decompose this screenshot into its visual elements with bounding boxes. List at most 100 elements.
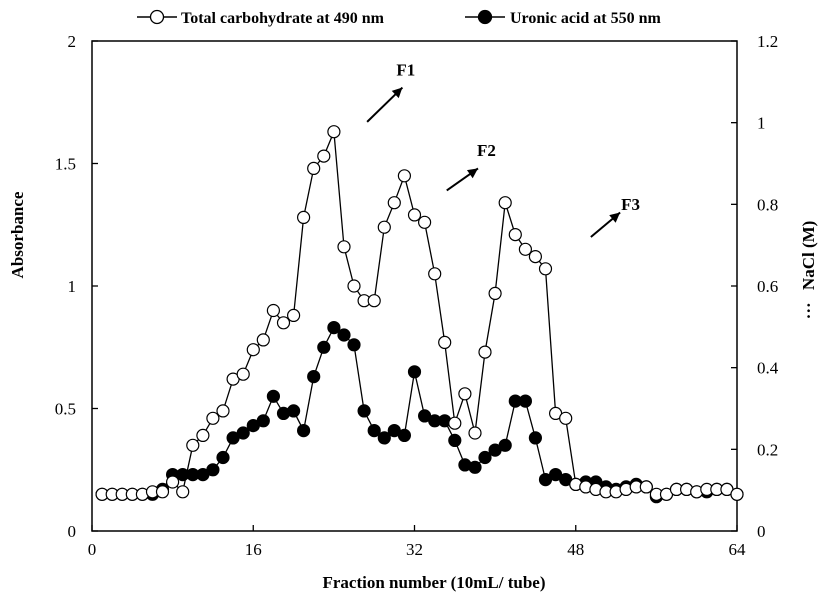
data-point-total-carbohydrate [287, 308, 301, 322]
data-point-uronic-acid [518, 394, 533, 408]
data-point-total-carbohydrate [458, 387, 472, 401]
data-point-uronic-acid [498, 438, 512, 452]
legend-item-total-carbohydrate: Total carbohydrate at 490 nm [137, 9, 385, 27]
x-axis-ticks: 0 16 32 48 64 [88, 525, 746, 559]
series-line-total-carbohydrate [102, 131, 738, 495]
data-point-uronic-acid [317, 340, 331, 354]
data-point-uronic-acid [448, 433, 462, 447]
data-point-total-carbohydrate [498, 196, 512, 210]
y-tick-label: 2 [68, 32, 77, 51]
x-axis-label: Fraction number (10mL/ tube) [322, 573, 545, 592]
data-point-uronic-acid [236, 426, 250, 440]
data-point-total-carbohydrate [508, 228, 522, 242]
data-point-uronic-acid [347, 338, 361, 352]
y2-tick-label: 1 [757, 114, 766, 133]
y2-axis-label-dots: ··· [799, 302, 818, 319]
data-point-total-carbohydrate [559, 411, 573, 425]
data-point-total-carbohydrate [166, 475, 180, 489]
data-point-total-carbohydrate [155, 485, 170, 499]
data-point-total-carbohydrate [337, 240, 351, 254]
y2-axis-label-group: ··· NaCl (M) [799, 221, 818, 320]
y2-tick-label: 0 [757, 522, 766, 541]
annotations: F1 F2 F3 [366, 60, 640, 238]
data-point-total-carbohydrate [397, 169, 411, 183]
annotation-arrow-head [466, 168, 478, 179]
data-point-total-carbohydrate [428, 267, 442, 281]
data-point-total-carbohydrate [196, 428, 210, 442]
y2-tick-label: 1.2 [757, 32, 778, 51]
data-point-uronic-acid [478, 450, 492, 465]
data-point-total-carbohydrate [186, 438, 200, 452]
y2-axis-label-text: NaCl (M) [799, 221, 818, 290]
annotation-arrow-head [609, 212, 621, 223]
y2-axis-label: ··· NaCl (M) [799, 221, 818, 320]
series-layer [95, 125, 744, 504]
data-point-total-carbohydrate [438, 335, 452, 349]
data-point-total-carbohydrate [236, 367, 250, 381]
data-point-total-carbohydrate [488, 286, 502, 300]
y2-tick-label: 0.4 [757, 359, 779, 378]
data-point-uronic-acid [407, 365, 422, 379]
y-tick-label: 1 [68, 277, 77, 296]
data-point-total-carbohydrate [246, 343, 260, 357]
x-tick-label: 0 [88, 540, 97, 559]
y-tick-label: 0.5 [55, 400, 76, 419]
x-tick-label: 48 [567, 540, 584, 559]
data-point-total-carbohydrate [176, 485, 190, 499]
data-point-total-carbohydrate [347, 279, 361, 293]
y-axis-ticks: 0 0.5 1 1.5 2 [55, 32, 98, 541]
data-point-total-carbohydrate [418, 215, 432, 229]
data-point-total-carbohydrate [377, 220, 391, 234]
data-point-total-carbohydrate [297, 210, 311, 224]
data-point-total-carbohydrate [639, 480, 653, 494]
annotation-label: F3 [621, 195, 640, 214]
data-point-total-carbohydrate [730, 487, 744, 501]
data-point-total-carbohydrate [518, 242, 533, 256]
data-point-uronic-acid [327, 321, 341, 335]
annotation-label: F1 [396, 60, 415, 79]
data-point-total-carbohydrate [307, 161, 321, 175]
data-point-total-carbohydrate [216, 404, 230, 418]
annotation-f3: F3 [590, 195, 640, 238]
data-point-total-carbohydrate [478, 345, 492, 359]
data-point-uronic-acid [266, 389, 280, 403]
data-point-total-carbohydrate [387, 196, 401, 210]
legend-label-uronic-acid: Uronic acid at 550 nm [510, 10, 661, 27]
series-total-carbohydrate [95, 125, 744, 501]
plot-area [91, 40, 738, 532]
legend-label-total-carbohydrate: Total carbohydrate at 490 nm [181, 10, 385, 27]
x-tick-label: 64 [729, 540, 747, 559]
data-point-uronic-acid [256, 414, 270, 428]
data-point-total-carbohydrate [538, 262, 553, 276]
data-point-total-carbohydrate [206, 411, 220, 425]
legend-item-uronic-acid: Uronic acid at 550 nm [465, 9, 661, 27]
data-point-total-carbohydrate [266, 303, 280, 318]
y-tick-label: 0 [68, 522, 77, 541]
y2-tick-label: 0.8 [757, 195, 778, 214]
data-point-uronic-acid [206, 463, 220, 477]
y-axis-label: Absorbance [8, 191, 27, 278]
data-point-total-carbohydrate [528, 250, 543, 264]
y2-tick-label: 0.6 [757, 277, 778, 296]
data-point-total-carbohydrate [256, 333, 270, 347]
x-tick-label: 32 [406, 540, 423, 559]
data-point-uronic-acid [307, 370, 321, 384]
data-point-uronic-acid [337, 328, 351, 342]
y2-axis-ticks: 0 0.2 0.4 0.6 0.8 1 1.2 [731, 32, 779, 541]
data-point-total-carbohydrate [468, 426, 482, 440]
y2-tick-label: 0.2 [757, 440, 778, 459]
data-point-uronic-acid [528, 431, 543, 445]
data-point-total-carbohydrate [407, 208, 422, 222]
data-point-uronic-acid [216, 450, 230, 465]
data-point-total-carbohydrate [367, 294, 381, 308]
data-point-uronic-acid [377, 431, 391, 445]
data-point-total-carbohydrate [276, 316, 291, 330]
annotation-arrow-head [391, 87, 403, 99]
annotation-label: F2 [477, 141, 496, 160]
data-point-uronic-acid [297, 424, 311, 438]
annotation-f2: F2 [446, 141, 496, 192]
data-point-total-carbohydrate [317, 149, 331, 163]
series-uronic-acid [95, 321, 744, 504]
annotation-f1: F1 [366, 60, 415, 123]
x-tick-label: 16 [245, 540, 262, 559]
